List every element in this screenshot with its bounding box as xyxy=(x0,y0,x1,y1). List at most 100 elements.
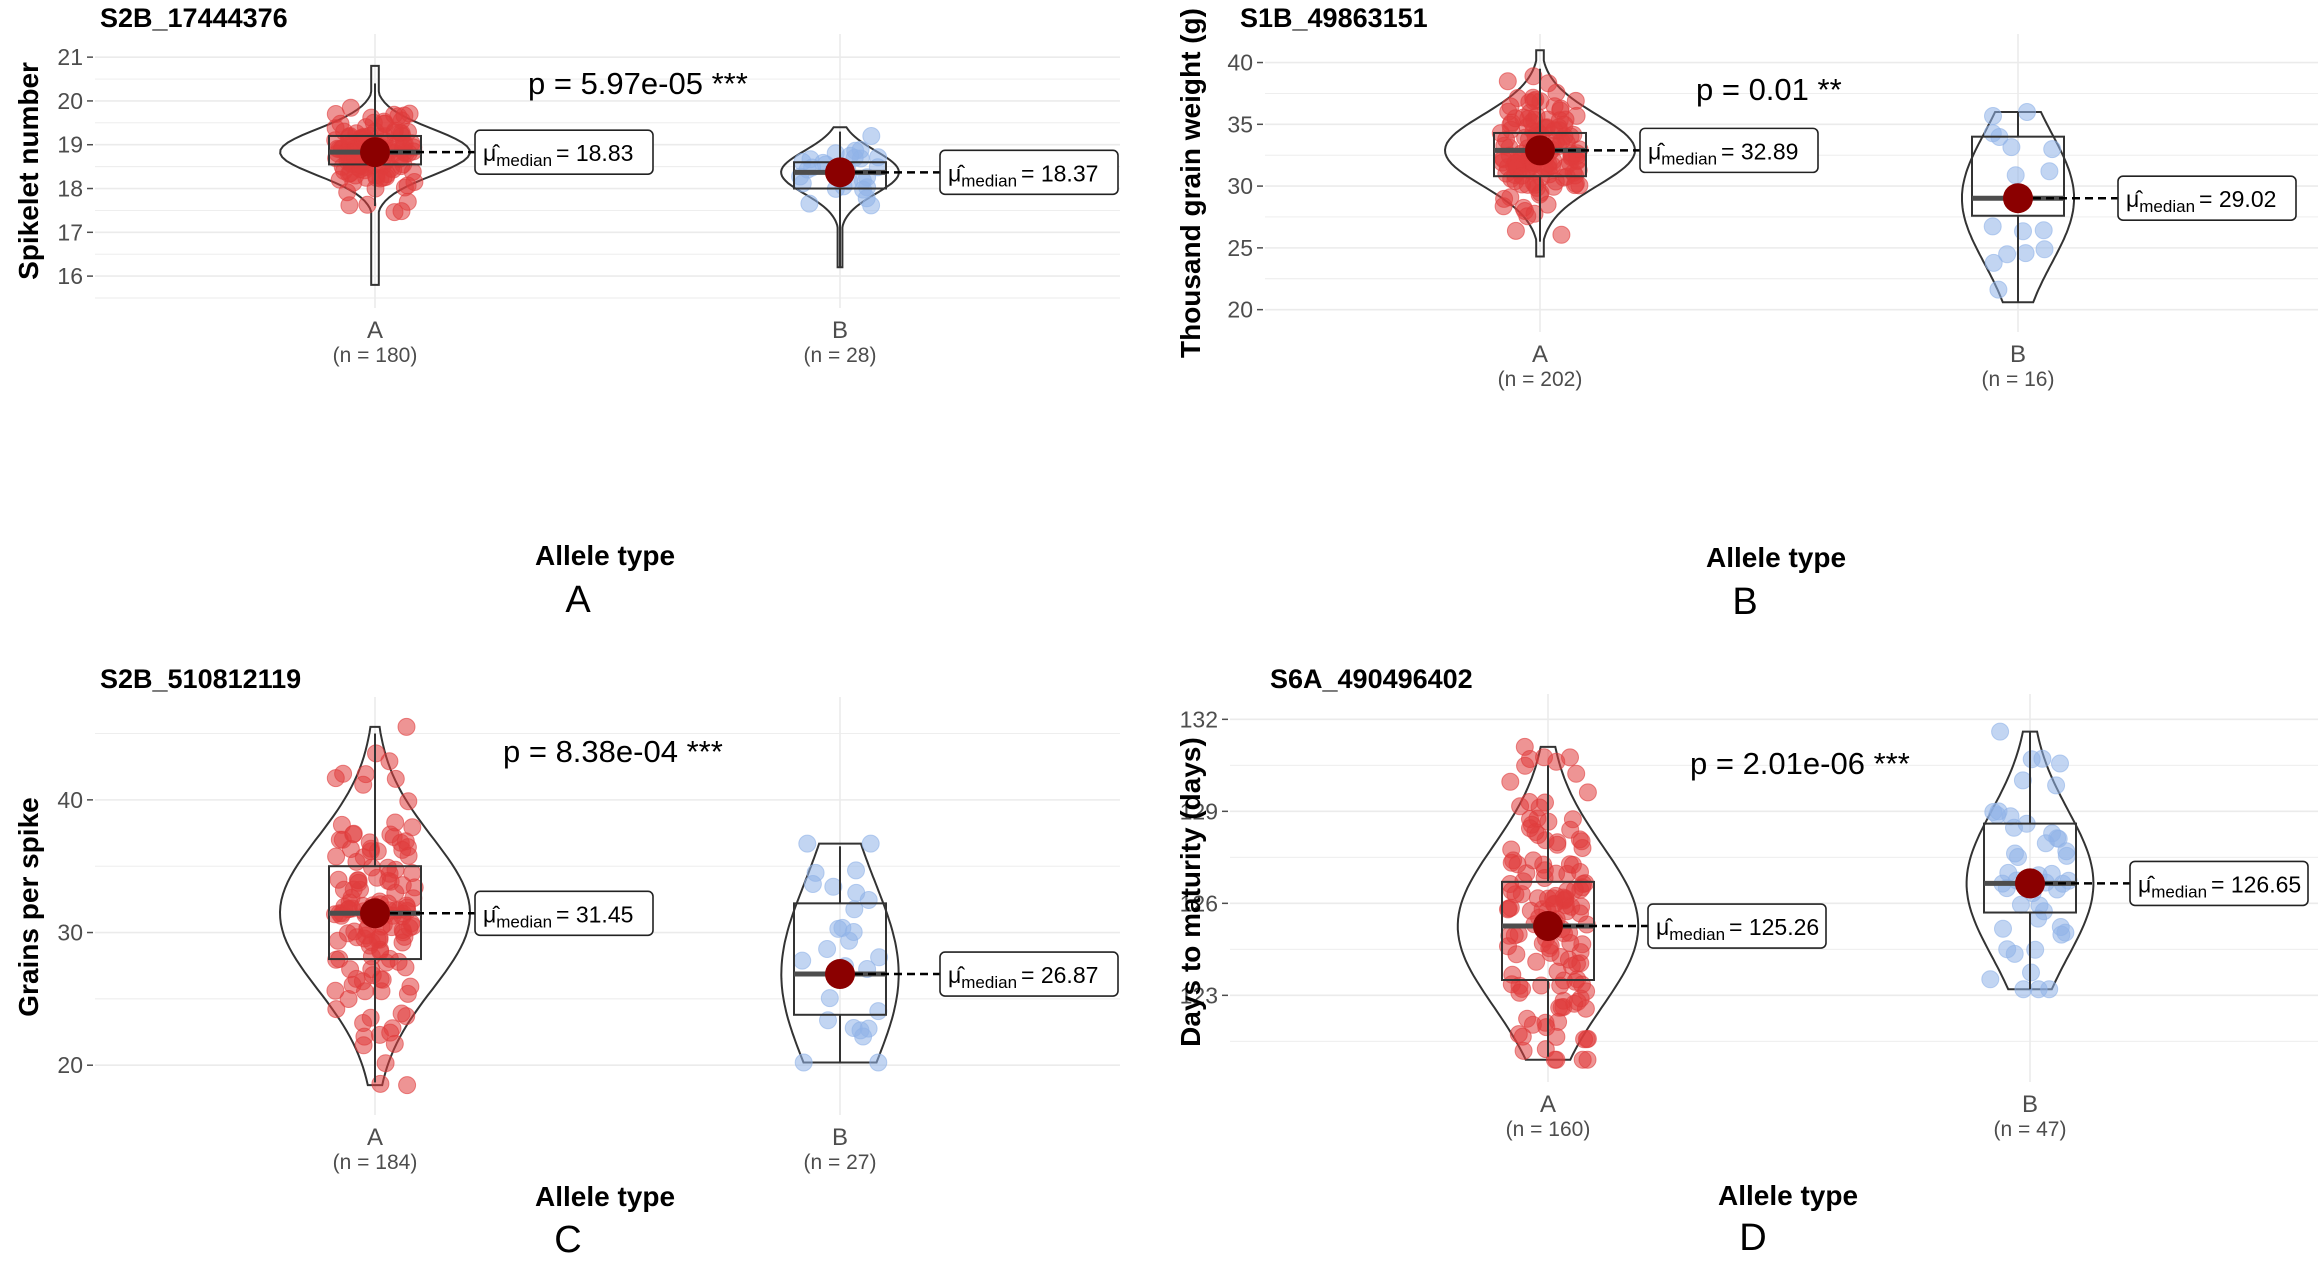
y-tick-label: 21 xyxy=(57,44,83,70)
data-point xyxy=(399,792,418,811)
y-tick-label: 18 xyxy=(57,176,83,202)
data-point xyxy=(798,834,817,853)
data-point xyxy=(1512,885,1531,904)
data-point xyxy=(1520,750,1539,768)
data-point xyxy=(327,847,346,866)
data-point xyxy=(1532,976,1551,995)
violin xyxy=(278,725,472,1087)
x-axis-title: Allele type xyxy=(1718,1180,1858,1211)
y-tick-label: 20 xyxy=(1227,297,1253,323)
data-point xyxy=(397,1007,416,1026)
data-point xyxy=(381,1023,400,1042)
panel-title: S2B_510812119 xyxy=(100,664,301,694)
data-point xyxy=(1519,109,1538,128)
data-point xyxy=(397,717,416,736)
violin xyxy=(1443,49,1637,258)
x-category-n: (n = 184) xyxy=(333,1151,418,1174)
data-point xyxy=(1573,1050,1592,1069)
y-tick-label: 20 xyxy=(57,88,83,114)
data-point xyxy=(1998,245,2017,264)
data-point xyxy=(1994,919,2012,938)
panel-D: 123 126 129 132 S6A_490496402 Days to maturit… xyxy=(1175,664,2318,1259)
median-marker xyxy=(2015,868,2045,899)
data-point xyxy=(1536,1040,1555,1059)
x-category-n: (n = 47) xyxy=(1994,1118,2067,1141)
y-tick-label: 126 xyxy=(1180,890,1218,916)
data-point xyxy=(1524,67,1543,86)
y-tick-label: 20 xyxy=(57,1052,83,1078)
data-point xyxy=(403,818,422,837)
data-point xyxy=(1983,124,2002,143)
data-point xyxy=(2018,103,2036,121)
panel-A: 16 17 18 19 20 21 S2B_17444376 Spikelet number A… xyxy=(13,3,1120,621)
data-point xyxy=(2049,829,2068,848)
median-label-box xyxy=(1647,903,1827,949)
x-category-label: B xyxy=(2010,341,2026,368)
data-point xyxy=(1567,764,1586,783)
data-point xyxy=(2002,138,2021,157)
x-category-label: A xyxy=(367,1124,383,1151)
data-point xyxy=(1566,174,1585,193)
data-point xyxy=(1535,869,1554,887)
data-point xyxy=(1540,939,1559,958)
data-point xyxy=(1561,748,1579,767)
violin xyxy=(1965,730,2095,991)
x-category-n: (n = 160) xyxy=(1506,1118,1591,1141)
data-point xyxy=(1548,833,1567,852)
median-label: μ̂median = 125.26 xyxy=(1656,914,1819,944)
x-category-n: (n = 16) xyxy=(1982,368,2055,391)
data-point xyxy=(794,1053,813,1072)
median-marker xyxy=(1525,135,1555,166)
box xyxy=(1493,131,1587,178)
y-tick-label: 123 xyxy=(1180,982,1218,1008)
x-category-label: A xyxy=(1540,1091,1556,1118)
p-value-label: p = 5.97e-05 *** xyxy=(528,66,748,101)
data-point xyxy=(2051,918,2070,936)
data-point xyxy=(341,98,360,117)
panel-C: 20 30 40 S2B_510812119 Grains per spike Allel… xyxy=(13,664,1120,1261)
data-point xyxy=(392,202,411,221)
y-tick-label: 17 xyxy=(57,219,83,245)
data-point xyxy=(869,148,888,167)
data-point xyxy=(1571,954,1590,973)
data-point xyxy=(1501,875,1520,893)
data-point xyxy=(845,900,864,919)
data-point xyxy=(1539,74,1558,93)
y-tick-label: 132 xyxy=(1180,706,1218,732)
box xyxy=(1501,880,1595,981)
median-label: μ̂median = 31.45 xyxy=(483,901,633,931)
data-point xyxy=(332,906,351,925)
data-point xyxy=(1571,880,1590,899)
data-point xyxy=(386,813,405,832)
data-point xyxy=(847,883,866,902)
data-point xyxy=(328,931,347,950)
y-tick-label: 40 xyxy=(57,787,83,813)
data-point xyxy=(1501,772,1520,791)
median-marker xyxy=(360,137,390,168)
data-point xyxy=(1991,722,2010,741)
violin xyxy=(780,842,900,1064)
data-point xyxy=(793,951,812,970)
data-point xyxy=(862,127,881,145)
data-point xyxy=(327,1000,346,1019)
data-point xyxy=(402,134,421,153)
data-point xyxy=(1508,89,1527,107)
data-point xyxy=(403,162,422,181)
median-label-box xyxy=(939,951,1119,997)
y-axis-title: Days to maturity (days) xyxy=(1175,737,1206,1047)
group-A: μ̂median = 31.45 A(n = 184) xyxy=(278,717,654,1174)
data-point xyxy=(1989,802,2008,821)
median-label: μ̂median = 26.87 xyxy=(948,962,1098,992)
data-point xyxy=(1981,970,2000,989)
median-label: μ̂median = 126.65 xyxy=(2138,871,2301,901)
data-point xyxy=(1989,280,2008,299)
median-marker xyxy=(825,959,855,990)
data-point xyxy=(354,1036,373,1055)
y-tick-label: 30 xyxy=(57,920,83,946)
data-point xyxy=(803,875,822,893)
data-point xyxy=(371,1074,390,1093)
data-point xyxy=(1983,217,2002,236)
data-point xyxy=(1521,819,1539,838)
data-point xyxy=(2014,980,2033,999)
